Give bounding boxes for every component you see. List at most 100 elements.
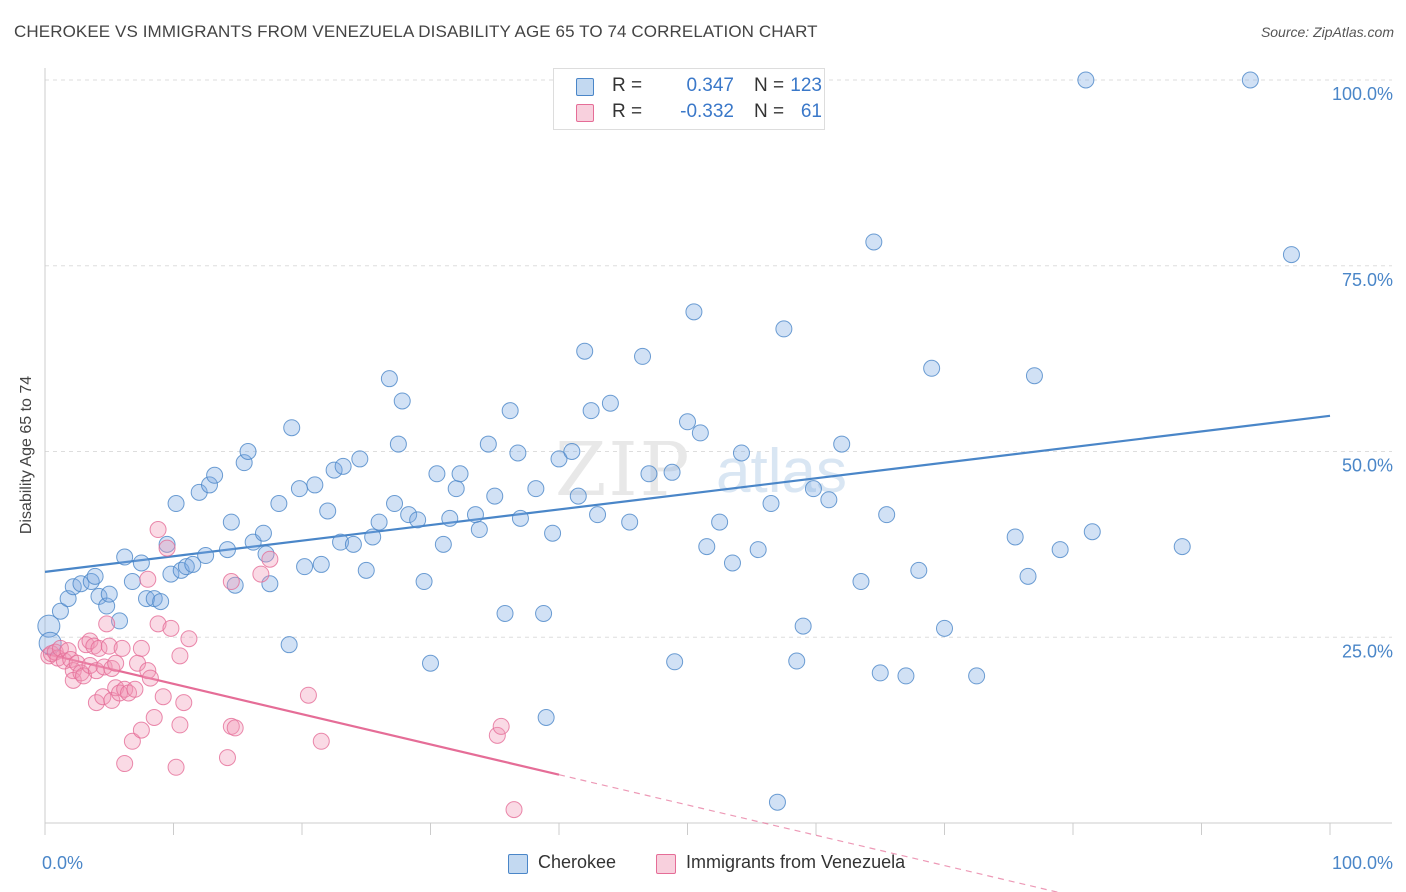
data-point bbox=[768, 793, 786, 811]
data-point bbox=[37, 614, 61, 638]
data-point bbox=[447, 480, 465, 498]
data-point bbox=[563, 443, 581, 460]
data-point bbox=[167, 495, 185, 513]
data-point bbox=[370, 513, 388, 531]
series-1 bbox=[40, 521, 523, 819]
data-point bbox=[180, 630, 198, 648]
data-point bbox=[357, 561, 375, 579]
data-point bbox=[634, 347, 652, 365]
data-point bbox=[871, 664, 889, 682]
correlation-legend: R = 0.347 N = 123 R = -0.332 N = 61 bbox=[553, 68, 825, 130]
data-point bbox=[466, 506, 484, 524]
data-point bbox=[535, 604, 553, 622]
data-point bbox=[239, 443, 257, 460]
data-point bbox=[90, 639, 108, 657]
data-point bbox=[51, 602, 69, 620]
watermark-zip: ZIP bbox=[555, 427, 691, 513]
tick-labels: 25.0% 50.0% 75.0% 100.0% 0.0% 100.0% bbox=[42, 84, 1393, 873]
data-point bbox=[296, 558, 314, 576]
axes bbox=[44, 68, 1392, 835]
data-point bbox=[1019, 567, 1037, 585]
data-point bbox=[505, 801, 523, 819]
data-point bbox=[312, 732, 330, 750]
data-point bbox=[393, 392, 411, 410]
data-point bbox=[222, 513, 240, 531]
x-tick-label: 0.0% bbox=[42, 853, 83, 873]
data-point bbox=[145, 708, 163, 726]
data-point bbox=[723, 554, 741, 572]
y-tick-label: 75.0% bbox=[1342, 270, 1393, 290]
data-point bbox=[139, 570, 157, 588]
r-label: R = bbox=[612, 75, 643, 96]
data-point bbox=[576, 342, 594, 360]
data-point bbox=[1241, 71, 1259, 89]
data-point bbox=[344, 535, 362, 553]
data-point bbox=[691, 424, 709, 442]
data-point bbox=[126, 680, 144, 698]
data-point bbox=[171, 647, 189, 665]
data-points bbox=[37, 71, 1300, 819]
r-value: -0.332 bbox=[680, 101, 734, 122]
data-point bbox=[775, 320, 793, 338]
data-point bbox=[132, 554, 150, 572]
data-point bbox=[511, 509, 529, 527]
data-point bbox=[158, 539, 176, 557]
data-point bbox=[852, 573, 870, 591]
data-point bbox=[332, 533, 350, 551]
data-point bbox=[492, 717, 510, 735]
data-point bbox=[334, 457, 352, 475]
n-label: N = bbox=[754, 101, 785, 122]
data-point bbox=[679, 413, 696, 431]
data-point bbox=[923, 359, 941, 377]
data-point bbox=[132, 639, 150, 657]
data-point bbox=[804, 480, 822, 498]
data-point bbox=[833, 435, 851, 453]
data-point bbox=[544, 524, 562, 542]
data-point bbox=[319, 502, 337, 520]
data-point bbox=[312, 555, 330, 573]
data-point bbox=[910, 561, 928, 579]
data-point bbox=[158, 535, 176, 553]
legend-swatch-cherokee bbox=[576, 78, 594, 96]
trend-line-1 bbox=[44, 652, 560, 776]
data-point bbox=[175, 694, 193, 712]
data-point bbox=[171, 716, 189, 734]
data-point bbox=[270, 495, 288, 513]
data-point bbox=[364, 528, 382, 546]
data-point bbox=[283, 419, 301, 437]
data-point bbox=[1083, 523, 1101, 541]
trend-lines bbox=[44, 414, 1331, 892]
data-point bbox=[441, 509, 459, 527]
data-point bbox=[162, 565, 180, 583]
trend-line-extension-1 bbox=[558, 774, 1060, 892]
data-point bbox=[162, 619, 180, 637]
data-point bbox=[154, 688, 172, 706]
data-point bbox=[290, 480, 308, 498]
data-point bbox=[116, 755, 134, 773]
data-point bbox=[325, 461, 343, 479]
data-point bbox=[389, 435, 407, 453]
r-label: R = bbox=[612, 101, 643, 122]
data-point bbox=[486, 487, 504, 505]
data-point bbox=[415, 573, 433, 591]
data-point bbox=[582, 402, 600, 420]
data-point bbox=[116, 548, 134, 566]
legend-label: Immigrants from Venezuela bbox=[686, 852, 906, 872]
data-point bbox=[788, 652, 806, 670]
data-point bbox=[111, 612, 129, 630]
y-tick-label: 50.0% bbox=[1342, 456, 1393, 476]
data-point bbox=[1051, 541, 1069, 559]
y-axis-title: Disability Age 65 to 74 bbox=[18, 375, 35, 535]
data-point bbox=[749, 541, 767, 559]
data-point bbox=[351, 450, 369, 468]
data-point bbox=[897, 667, 915, 685]
data-point bbox=[200, 476, 218, 494]
data-point bbox=[479, 435, 497, 453]
data-point bbox=[509, 444, 527, 462]
data-point bbox=[666, 653, 684, 671]
data-point bbox=[400, 506, 418, 524]
n-value: 61 bbox=[800, 101, 822, 122]
data-point bbox=[218, 541, 236, 559]
data-point bbox=[100, 585, 118, 603]
